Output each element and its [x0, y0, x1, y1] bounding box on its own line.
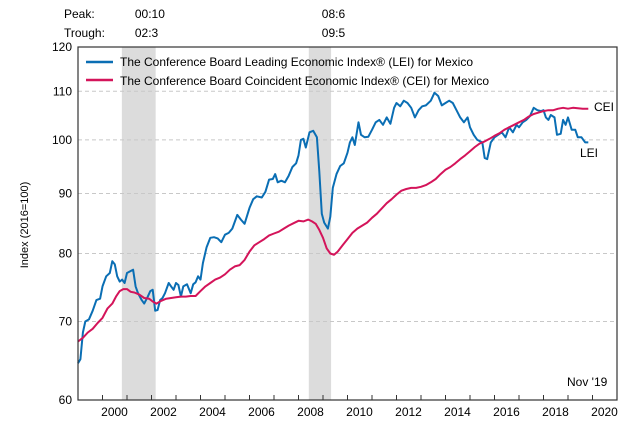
- y-tick-label: 80: [59, 246, 73, 260]
- x-tick-label: 2008: [297, 405, 324, 419]
- trough-header-label: Trough:: [64, 26, 105, 40]
- plot-frame: [77, 46, 618, 401]
- recession-shading-layer: [121, 47, 332, 400]
- y-tick-label: 60: [59, 393, 73, 407]
- x-axis: 2000 2002 2004 2006 2008 2010 2012 2014 2016 2018…: [77, 395, 618, 419]
- series-end-label-cei: CEI: [594, 100, 614, 114]
- gridlines: [78, 90, 617, 322]
- y-tick-label: 120: [52, 40, 72, 54]
- y-tick-label: 70: [59, 314, 73, 328]
- recession-trough-date: 02:3: [135, 26, 159, 40]
- x-tick-label: 2012: [395, 405, 422, 419]
- x-tick-label: 2002: [150, 405, 177, 419]
- peak-header-label: Peak:: [64, 7, 95, 21]
- legend: The Conference Board Leading Economic In…: [86, 55, 489, 88]
- recession-peak-date: 00:10: [135, 7, 165, 21]
- series-line-cei: [77, 106, 589, 343]
- x-tick-label: 2018: [542, 405, 569, 419]
- x-tick-label: 2016: [493, 405, 520, 419]
- x-tick-label: 2004: [199, 405, 226, 419]
- date-annotation: Nov '19: [567, 375, 608, 389]
- x-tick-label: 2000: [101, 405, 128, 419]
- y-tick-label: 90: [59, 187, 73, 201]
- x-tick-label: 2014: [444, 405, 471, 419]
- x-tick-label: 2020: [591, 405, 618, 419]
- recession-band: [308, 47, 332, 400]
- recession-peak-date: 08:6: [322, 7, 346, 21]
- legend-label-lei: The Conference Board Leading Economic In…: [120, 55, 473, 69]
- recession-band: [121, 47, 156, 400]
- y-tick-label: 110: [53, 84, 72, 98]
- legend-label-cei: The Conference Board Coincident Economic…: [120, 74, 489, 88]
- y-tick-label: 100: [52, 133, 72, 147]
- x-tick-label: 2010: [346, 405, 373, 419]
- series-layer: [77, 91, 589, 364]
- recession-trough-date: 09:5: [322, 26, 346, 40]
- recession-labels: 00:10 02:3 08:6 09:5: [135, 7, 346, 40]
- series-end-label-lei: LEI: [580, 146, 598, 160]
- y-axis-title: Index (2016=100): [19, 182, 31, 269]
- x-tick-label: 2006: [248, 405, 275, 419]
- y-axis: 60 70 80 90 100 110 120: [52, 40, 72, 407]
- series-line-lei: [77, 91, 589, 364]
